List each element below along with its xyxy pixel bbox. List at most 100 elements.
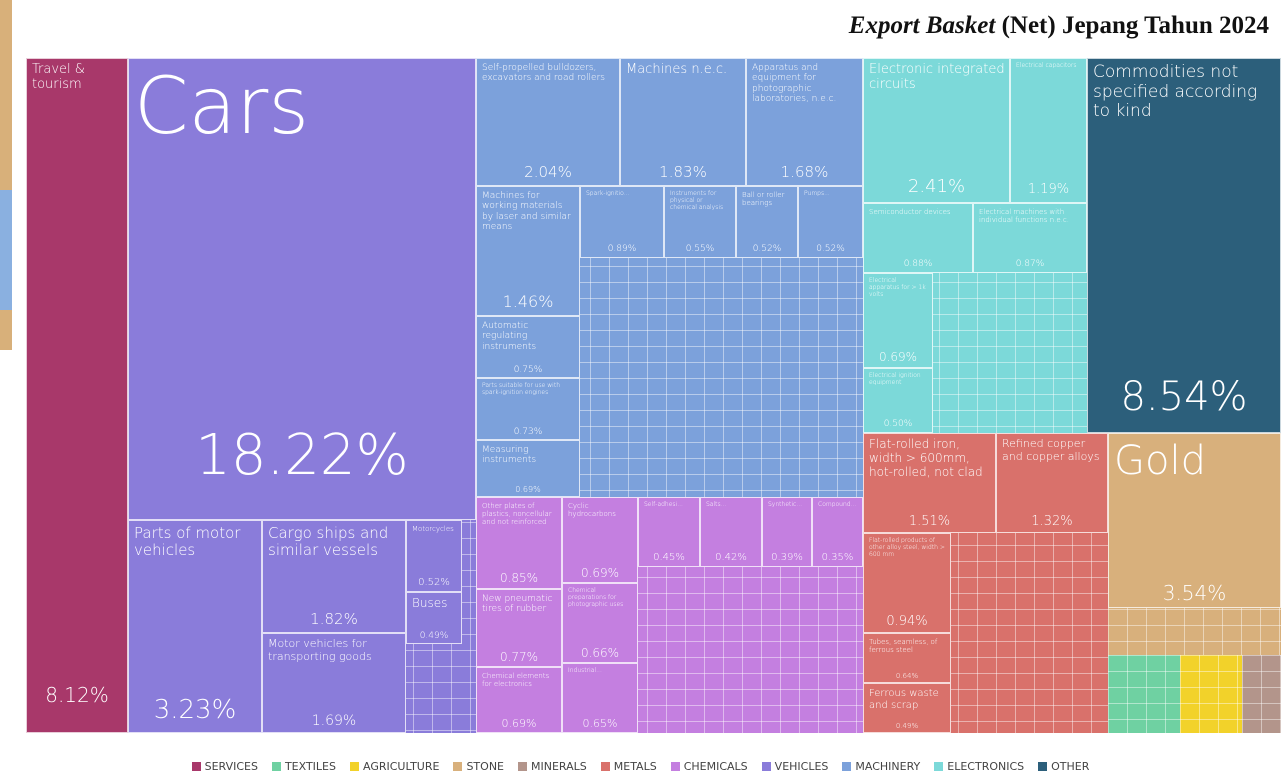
tile: Chemical elements for electronics 0.69%: [476, 667, 562, 733]
legend-swatch: [600, 762, 610, 771]
legend-item: TEXTILES: [271, 760, 336, 773]
tile: Spark-ignitio... 0.89%: [580, 186, 664, 258]
tile: Parts suitable for use with spark-igniti…: [476, 378, 580, 440]
legend-label: SERVICES: [204, 760, 258, 773]
tile-name: Salts...: [706, 501, 727, 508]
tile-name: Refined copper and copper alloys: [1002, 437, 1100, 463]
legend-item: OTHER: [1038, 760, 1089, 773]
tile: Electrical machines with individual func…: [973, 203, 1087, 273]
tile: Ferrous waste and scrap 0.49%: [863, 683, 951, 733]
legend-swatch: [191, 762, 201, 771]
tile: Semiconductor devices 0.88%: [863, 203, 973, 273]
tile-name: Other plates of plastics, noncellular an…: [482, 502, 552, 527]
tile-value: 1.19%: [1027, 182, 1070, 197]
legend-item: AGRICULTURE: [350, 760, 439, 773]
tile-name: Parts suitable for use with spark-igniti…: [482, 382, 560, 396]
title-part: (Net) Jepang Tahun 2024: [1001, 12, 1269, 39]
tile: Motorcycles 0.52%: [406, 520, 462, 592]
tile-value: 0.64%: [895, 672, 919, 680]
tile-name: Ferrous waste and scrap: [869, 688, 939, 711]
tile-value: 3.54%: [1162, 581, 1227, 605]
tile: Cargo ships and similar vessels 1.82%: [262, 520, 406, 633]
tile-name: Spark-ignitio...: [586, 190, 630, 197]
tile: Apparatus and equipment for photographic…: [746, 58, 863, 186]
tile-value: 1.51%: [908, 514, 951, 529]
title-part: Export Basket: [848, 12, 996, 39]
tile-name: Cars: [134, 62, 309, 152]
tile-name: Electrical capacitors: [1016, 62, 1077, 69]
tile: Machines for working materials by laser …: [476, 186, 580, 316]
tile: Cars 18.22%: [128, 58, 476, 520]
tile-value: 18.22%: [195, 423, 409, 488]
tile: Measuring instruments 0.69%: [476, 440, 580, 497]
legend-swatch: [842, 762, 852, 771]
legend: SERVICES TEXTILES AGRICULTURE STONE MINERALS…: [0, 760, 1281, 773]
legend-item: ELECTRONICS: [934, 760, 1024, 773]
tile-value: 0.69%: [878, 350, 918, 364]
tile: Other plates of plastics, noncellular an…: [476, 497, 562, 589]
tile: Machines n.e.c. 1.83%: [620, 58, 746, 186]
tile-value: 0.39%: [771, 552, 803, 563]
tile-name: Electrical machines with individual func…: [979, 208, 1069, 225]
tile-value: 1.46%: [502, 292, 554, 311]
edge-fragment: [0, 190, 12, 310]
tile-value: 2.41%: [907, 176, 966, 197]
legend-swatch: [271, 762, 281, 771]
legend-label: STONE: [466, 760, 504, 773]
tile-value: 0.52%: [418, 577, 450, 588]
tile-name: Motorcycles: [412, 525, 454, 533]
tile-name: Measuring instruments: [482, 445, 537, 466]
tile-name: Cyclic hydrocarbons: [568, 502, 616, 519]
legend-label: MACHINERY: [855, 760, 921, 773]
tile-name: Instruments for physical or chemical ana…: [670, 190, 724, 211]
tile-value: 0.87%: [1015, 259, 1045, 269]
tile: Electrical capacitors 1.19%: [1010, 58, 1087, 203]
legend-item: MACHINERY: [842, 760, 920, 773]
tile: Motor vehicles for transporting goods 1.6…: [262, 633, 406, 733]
tile: Chemical preparations for photographic u…: [562, 583, 638, 663]
legend-label: VEHICLES: [774, 760, 829, 773]
tile-name: Chemical elements for electronics: [482, 672, 550, 689]
legend-swatch: [670, 762, 680, 771]
legend-swatch: [350, 762, 359, 771]
tile-value: 0.88%: [903, 259, 933, 269]
tile: Automatic regulating instruments 0.75%: [476, 316, 580, 378]
legend-swatch: [1038, 762, 1048, 771]
tile-value: 0.85%: [499, 571, 539, 585]
tile-value: 0.69%: [580, 566, 620, 580]
tile-value: 0.65%: [582, 717, 618, 730]
tile-value: 1.82%: [310, 610, 358, 628]
tile-value: 0.45%: [653, 552, 685, 563]
tile-value: 0.52%: [816, 244, 845, 254]
tile: Flat-rolled iron, width > 600mm, hot-rol…: [863, 433, 996, 533]
tile-value: 0.35%: [821, 552, 854, 563]
tile: Electrical apparatus for > 1k volts 0.69%: [863, 273, 933, 368]
legend-label: MINERALS: [531, 760, 587, 773]
tile-value: 0.52%: [752, 244, 782, 254]
tile-name: Flat-rolled products of other alloy stee…: [869, 537, 945, 558]
tile: Gold 3.54%: [1108, 433, 1281, 608]
tile: Industrial... 0.65%: [562, 663, 638, 733]
tile-name: Semiconductor devices: [869, 208, 951, 216]
tile-value: 0.75%: [513, 365, 543, 375]
tile-name: Self-propelled bulldozers, excavators an…: [482, 63, 605, 84]
tile-name: Apparatus and equipment for photographic…: [752, 63, 837, 105]
tile: Electronic integrated circuits 2.41%: [863, 58, 1010, 203]
tile-name: Tubes, seamless, of ferrous steel: [869, 638, 938, 655]
tile: Flat-rolled products of other alloy stee…: [863, 533, 951, 633]
tile-value: 0.66%: [580, 646, 620, 660]
tile-name: Travel & tourism: [32, 62, 85, 92]
tile-name: Cargo ships and similar vessels: [268, 524, 389, 560]
legend-item: SERVICES: [191, 760, 258, 773]
tile: Synthetic... 0.39%: [762, 497, 812, 567]
sector-area: [1242, 655, 1281, 733]
tile-name: Motor vehicles for transporting goods: [268, 637, 372, 663]
tile-value: 0.89%: [607, 244, 637, 254]
tile-value: 0.49%: [895, 722, 919, 730]
tile-value: 0.69%: [501, 717, 537, 730]
tile-name: New pneumatic tires of rubber: [482, 594, 553, 615]
tile-name: Industrial...: [568, 667, 602, 674]
tile-name: Chemical preparations for photographic u…: [568, 587, 624, 608]
tile-value: 0.73%: [513, 427, 543, 437]
tile-name: Compound...: [818, 501, 857, 508]
